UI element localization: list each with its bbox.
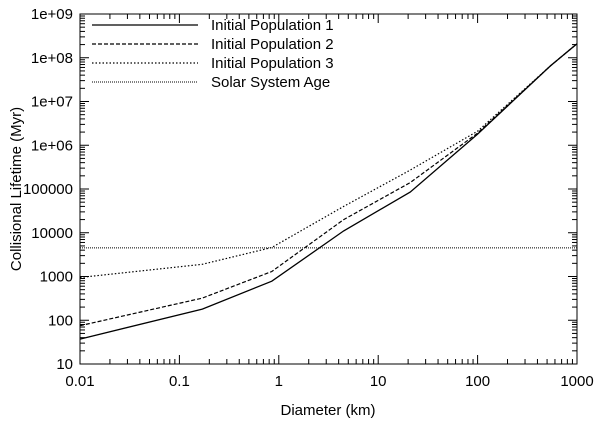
y-tick-label: 1e+07 <box>31 94 73 111</box>
y-axis-label: Collisional Lifetime (Myr) <box>8 107 25 271</box>
x-tick-label: 0.01 <box>65 373 94 390</box>
series-lines <box>79 43 578 340</box>
legend-label-initial-population-3: Initial Population 3 <box>211 55 334 72</box>
legend-label-solar-system-age: Solar System Age <box>211 74 330 91</box>
x-axis-label: Diameter (km) <box>280 402 375 419</box>
x-tick-label: 100 <box>465 373 490 390</box>
legend: Initial Population 1 Initial Population 2… <box>92 17 334 91</box>
x-tick-label: 1000 <box>560 373 593 390</box>
y-tick-label: 10 <box>56 356 73 373</box>
y-tick-label: 100 <box>48 312 73 329</box>
legend-label-initial-population-1: Initial Population 1 <box>211 17 334 34</box>
x-tick-label: 0.1 <box>169 373 190 390</box>
y-tick-label: 1000 <box>40 269 73 286</box>
y-tick-label: 1e+09 <box>31 6 73 23</box>
x-tick-label: 1 <box>275 373 283 390</box>
axis-tick-labels: 0.01 0.1 1 10 100 1000 10 100 1000 10000 100000 1e+… <box>23 6 594 390</box>
y-tick-label: 1e+06 <box>31 137 73 154</box>
x-tick-label: 10 <box>370 373 387 390</box>
legend-label-initial-population-2: Initial Population 2 <box>211 36 334 53</box>
axis-ticks <box>79 13 578 365</box>
y-tick-label: 10000 <box>31 225 73 242</box>
y-tick-label: 1e+08 <box>31 50 73 67</box>
y-tick-label: 100000 <box>23 181 73 198</box>
series-line-initial-population-3 <box>79 43 578 279</box>
